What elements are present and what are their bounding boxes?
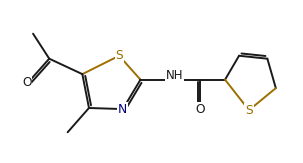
Text: N: N	[118, 103, 128, 116]
Text: S: S	[115, 49, 123, 62]
Text: S: S	[245, 104, 253, 117]
Text: O: O	[195, 103, 205, 116]
Text: NH: NH	[165, 69, 183, 82]
Text: O: O	[22, 76, 32, 89]
